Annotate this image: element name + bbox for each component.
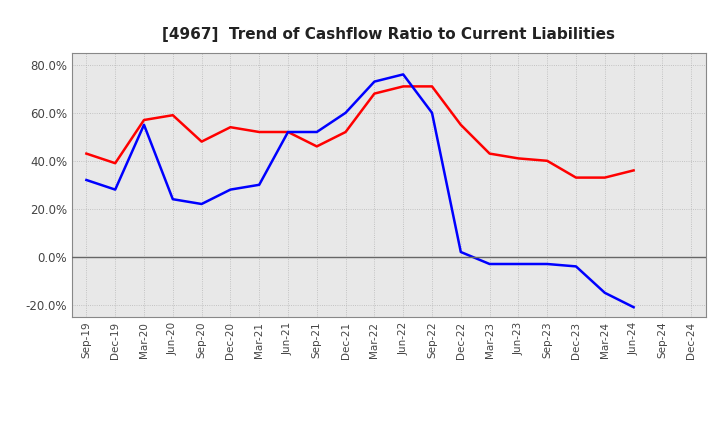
Free CF to Current Liabilities xyxy=(370,79,379,84)
Operating CF to Current Liabilities xyxy=(226,125,235,130)
Free CF to Current Liabilities xyxy=(428,110,436,115)
Free CF to Current Liabilities xyxy=(572,264,580,269)
Operating CF to Current Liabilities xyxy=(255,129,264,135)
Free CF to Current Liabilities xyxy=(514,261,523,267)
Operating CF to Current Liabilities xyxy=(341,129,350,135)
Free CF to Current Liabilities xyxy=(111,187,120,192)
Operating CF to Current Liabilities xyxy=(629,168,638,173)
Free CF to Current Liabilities xyxy=(341,110,350,115)
Operating CF to Current Liabilities xyxy=(312,144,321,149)
Operating CF to Current Liabilities xyxy=(140,117,148,123)
Free CF to Current Liabilities xyxy=(312,129,321,135)
Operating CF to Current Liabilities xyxy=(600,175,609,180)
Operating CF to Current Liabilities xyxy=(82,151,91,156)
Free CF to Current Liabilities xyxy=(543,261,552,267)
Free CF to Current Liabilities xyxy=(629,304,638,310)
Free CF to Current Liabilities xyxy=(456,249,465,255)
Free CF to Current Liabilities xyxy=(284,129,292,135)
Operating CF to Current Liabilities xyxy=(456,122,465,128)
Free CF to Current Liabilities xyxy=(226,187,235,192)
Operating CF to Current Liabilities xyxy=(399,84,408,89)
Line: Operating CF to Current Liabilities: Operating CF to Current Liabilities xyxy=(86,86,634,178)
Free CF to Current Liabilities xyxy=(255,182,264,187)
Free CF to Current Liabilities xyxy=(168,197,177,202)
Free CF to Current Liabilities xyxy=(399,72,408,77)
Operating CF to Current Liabilities xyxy=(168,113,177,118)
Free CF to Current Liabilities xyxy=(197,202,206,207)
Operating CF to Current Liabilities xyxy=(543,158,552,163)
Operating CF to Current Liabilities xyxy=(514,156,523,161)
Free CF to Current Liabilities xyxy=(140,122,148,128)
Operating CF to Current Liabilities xyxy=(111,161,120,166)
Operating CF to Current Liabilities xyxy=(197,139,206,144)
Operating CF to Current Liabilities xyxy=(572,175,580,180)
Line: Free CF to Current Liabilities: Free CF to Current Liabilities xyxy=(86,74,634,307)
Free CF to Current Liabilities xyxy=(82,177,91,183)
Operating CF to Current Liabilities xyxy=(370,91,379,96)
Operating CF to Current Liabilities xyxy=(284,129,292,135)
Operating CF to Current Liabilities xyxy=(485,151,494,156)
Operating CF to Current Liabilities xyxy=(428,84,436,89)
Title: [4967]  Trend of Cashflow Ratio to Current Liabilities: [4967] Trend of Cashflow Ratio to Curren… xyxy=(162,27,616,42)
Free CF to Current Liabilities xyxy=(600,290,609,295)
Free CF to Current Liabilities xyxy=(485,261,494,267)
